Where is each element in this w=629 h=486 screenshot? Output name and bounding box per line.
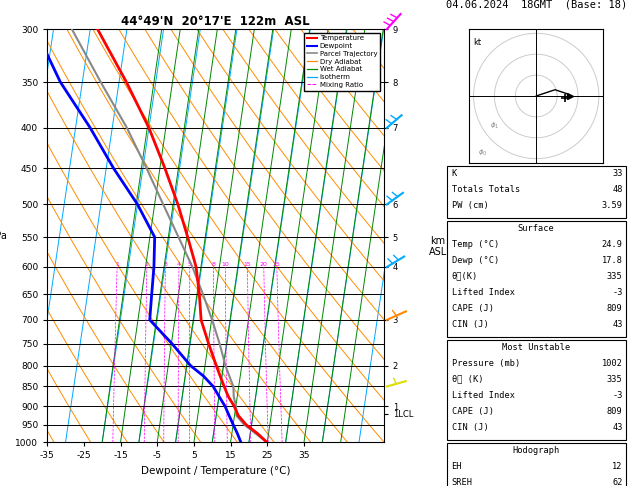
Text: SREH: SREH <box>452 478 472 486</box>
Text: 809: 809 <box>607 407 623 416</box>
Text: Surface: Surface <box>518 224 555 233</box>
Text: 335: 335 <box>607 272 623 281</box>
Text: 24.9: 24.9 <box>602 240 623 249</box>
Text: 25: 25 <box>273 262 281 267</box>
Text: 62: 62 <box>612 478 623 486</box>
Text: 8: 8 <box>211 262 216 267</box>
Text: © weatheronline.co.uk: © weatheronline.co.uk <box>487 450 585 459</box>
Text: $\phi_1$: $\phi_1$ <box>490 121 499 131</box>
Text: Pressure (mb): Pressure (mb) <box>452 359 520 368</box>
Text: 48: 48 <box>612 185 623 194</box>
Text: CIN (J): CIN (J) <box>452 423 488 432</box>
Text: 809: 809 <box>607 304 623 313</box>
Text: -3: -3 <box>612 391 623 400</box>
Text: Temp (°C): Temp (°C) <box>452 240 499 249</box>
Y-axis label: hPa: hPa <box>0 231 8 241</box>
Text: PW (cm): PW (cm) <box>452 201 488 210</box>
Text: 1: 1 <box>115 262 119 267</box>
Text: 4: 4 <box>177 262 181 267</box>
Text: 2: 2 <box>145 262 149 267</box>
Text: K: K <box>452 169 457 178</box>
Text: 3.59: 3.59 <box>602 201 623 210</box>
Text: θᴄ(K): θᴄ(K) <box>452 272 478 281</box>
Text: 1002: 1002 <box>602 359 623 368</box>
Text: 43: 43 <box>612 320 623 329</box>
Text: θᴄ (K): θᴄ (K) <box>452 375 483 384</box>
Legend: Temperature, Dewpoint, Parcel Trajectory, Dry Adiabat, Wet Adiabat, Isotherm, Mi: Temperature, Dewpoint, Parcel Trajectory… <box>304 33 380 90</box>
Text: EH: EH <box>452 462 462 471</box>
Title: 44°49'N  20°17'E  122m  ASL: 44°49'N 20°17'E 122m ASL <box>121 15 309 28</box>
Text: -3: -3 <box>612 288 623 297</box>
Text: Hodograph: Hodograph <box>513 446 560 455</box>
Text: Totals Totals: Totals Totals <box>452 185 520 194</box>
Text: $\phi_0$: $\phi_0$ <box>478 147 487 157</box>
Text: 10: 10 <box>221 262 229 267</box>
Text: Lifted Index: Lifted Index <box>452 391 515 400</box>
Text: CAPE (J): CAPE (J) <box>452 407 494 416</box>
Text: CIN (J): CIN (J) <box>452 320 488 329</box>
Text: CAPE (J): CAPE (J) <box>452 304 494 313</box>
Text: kt: kt <box>474 37 482 47</box>
Text: 17.8: 17.8 <box>602 256 623 265</box>
Text: 33: 33 <box>612 169 623 178</box>
Text: 04.06.2024  18GMT  (Base: 18): 04.06.2024 18GMT (Base: 18) <box>445 0 627 10</box>
Text: 15: 15 <box>243 262 252 267</box>
Y-axis label: km
ASL: km ASL <box>429 236 447 257</box>
Text: 3: 3 <box>164 262 167 267</box>
Text: 43: 43 <box>612 423 623 432</box>
Text: 335: 335 <box>607 375 623 384</box>
Text: Most Unstable: Most Unstable <box>502 343 571 352</box>
Text: Lifted Index: Lifted Index <box>452 288 515 297</box>
X-axis label: Dewpoint / Temperature (°C): Dewpoint / Temperature (°C) <box>141 466 290 476</box>
Text: Dewp (°C): Dewp (°C) <box>452 256 499 265</box>
Text: 5: 5 <box>188 262 192 267</box>
Text: 12: 12 <box>612 462 623 471</box>
Text: 20: 20 <box>260 262 268 267</box>
